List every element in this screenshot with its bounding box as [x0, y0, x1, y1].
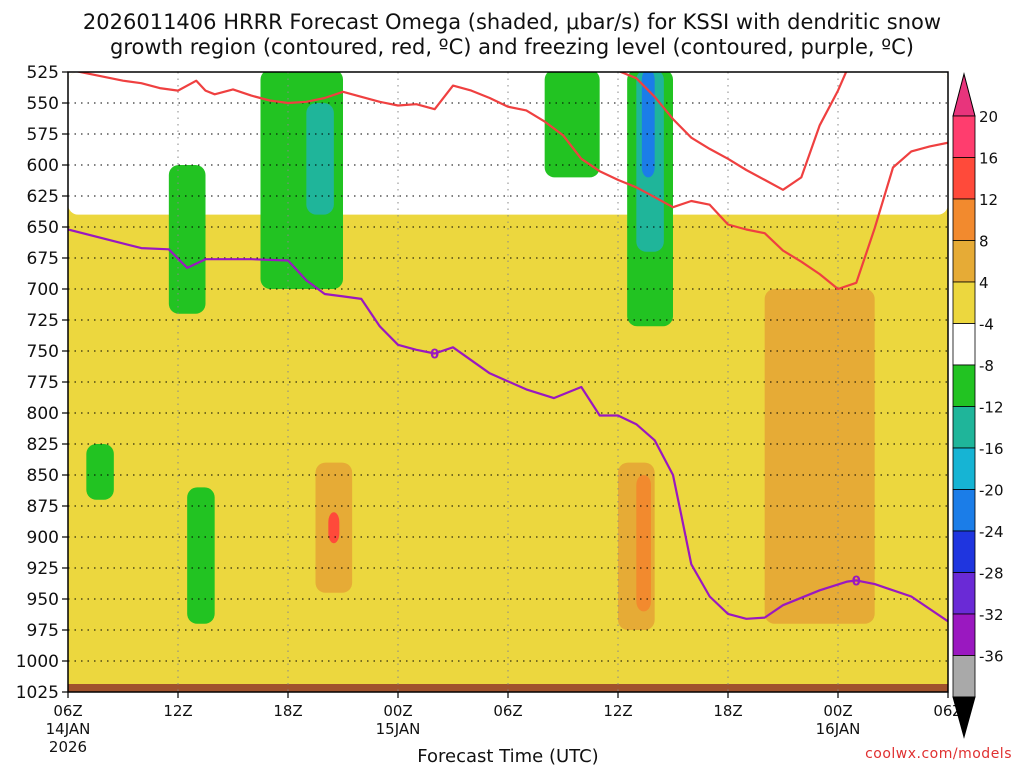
y-tick-label-8: 725 [27, 311, 59, 331]
colorbar-segment-2 [952, 198, 976, 241]
colorbar-label-3: 8 [979, 233, 989, 251]
colorbar-segment-5 [952, 323, 976, 366]
omega-region-10 [86, 444, 114, 500]
x-tick-label-7: 00Z [823, 702, 852, 720]
freezing-level-label-0: 0 [430, 347, 439, 362]
x-tick-label-6: 18Z [713, 702, 742, 720]
y-tick-label-12: 825 [27, 435, 59, 455]
freezing-level-label-1: 0 [852, 574, 861, 589]
x-tick-date-7: 16JAN [816, 720, 861, 738]
x-tick-label-1: 12Z [163, 702, 192, 720]
y-tick-label-15: 900 [27, 528, 59, 548]
colorbar-label-12: -32 [979, 606, 1004, 624]
colorbar-segment-7 [952, 406, 976, 449]
colorbar-segment-9 [952, 489, 976, 532]
colorbar-label-8: -16 [979, 440, 1004, 458]
y-tick-label-3: 600 [27, 156, 59, 176]
colorbar-label-13: -36 [979, 648, 1004, 666]
dgz-contour-upper [74, 72, 948, 291]
omega-region-4 [544, 72, 600, 178]
colorbar-segment-12 [952, 613, 976, 656]
y-tick-label-1: 550 [27, 94, 59, 114]
y-tick-label-9: 750 [27, 342, 59, 362]
colorbar-bottom-triangle [952, 696, 976, 739]
y-tick-label-2: 575 [27, 125, 59, 145]
colorbar-label-1: 16 [979, 150, 998, 168]
colorbar-label-2: 12 [979, 191, 998, 209]
y-axis: 525 550 575 600 625 650 675 700 725 750 775 800 825 8… [16, 63, 68, 703]
y-tick-label-13: 850 [27, 466, 59, 486]
colorbar-segment-1 [952, 157, 976, 200]
colorbar-segment-4 [952, 281, 976, 324]
contour-lines: 00 [68, 72, 948, 623]
terrain-ground [68, 684, 948, 692]
y-tick-label-5: 650 [27, 218, 59, 238]
colorbar-label-0: 20 [979, 108, 998, 126]
colorbar-segment-11 [952, 572, 976, 615]
colorbar-segment-0 [952, 115, 976, 158]
y-tick-label-11: 800 [27, 404, 59, 424]
colorbar-segment-6 [952, 364, 976, 407]
colorbar-label-11: -28 [979, 565, 1004, 583]
y-tick-label-6: 675 [27, 249, 59, 269]
x-tick-label-3: 00Z [383, 702, 412, 720]
y-tick-label-0: 525 [27, 63, 59, 83]
credit-text: coolwx.com/models [865, 746, 1012, 762]
y-tick-label-7: 700 [27, 280, 59, 300]
y-tick-label-14: 875 [27, 497, 59, 517]
colorbar-segment-8 [952, 447, 976, 490]
colorbar-segment-3 [952, 240, 976, 283]
y-tick-label-19: 1000 [16, 652, 59, 672]
x-tick-year-0: 2026 [49, 738, 87, 756]
y-tick-label-16: 925 [27, 559, 59, 579]
omega-region-11 [764, 289, 875, 624]
colorbar-label-4: 4 [979, 274, 989, 292]
chart-title-line2: growth region (contoured, red, ºC) and f… [110, 35, 914, 59]
omega-region-15 [328, 512, 340, 544]
y-tick-label-17: 950 [27, 590, 59, 610]
omega-region-13 [636, 475, 651, 612]
colorbar-label-7: -12 [979, 399, 1004, 417]
colorbar-segment-13 [952, 655, 976, 698]
y-tick-label-18: 975 [27, 621, 59, 641]
y-tick-label-4: 625 [27, 187, 59, 207]
x-tick-label-4: 06Z [493, 702, 522, 720]
x-tick-date-0: 14JAN [46, 720, 91, 738]
omega-region-8 [168, 165, 206, 314]
y-tick-label-20: 1025 [16, 683, 59, 703]
colorbar: 20 16 12 8 4 -4 -8 -12 -16 -20 -24 -28 -32 -36 [952, 72, 1004, 739]
x-tick-label-0: 06Z [53, 702, 82, 720]
omega-region-9 [187, 487, 215, 624]
freezing-level-line [68, 228, 948, 623]
omega-region-3 [306, 103, 334, 215]
colorbar-label-10: -24 [979, 523, 1004, 541]
colorbar-label-5: -4 [979, 316, 994, 334]
x-tick-date-3: 15JAN [376, 720, 421, 738]
omega-region-7 [641, 72, 655, 178]
colorbar-top-triangle [952, 72, 976, 117]
x-axis-label: Forecast Time (UTC) [417, 746, 598, 767]
y-tick-label-10: 775 [27, 373, 59, 393]
dgz-contour-lower [618, 72, 848, 191]
x-tick-label-2: 18Z [273, 702, 302, 720]
chart-title-line1: 2026011406 HRRR Forecast Omega (shaded, … [82, 10, 942, 34]
colorbar-label-6: -8 [979, 357, 994, 375]
x-tick-label-5: 12Z [603, 702, 632, 720]
colorbar-segment-10 [952, 530, 976, 573]
colorbar-label-9: -20 [979, 482, 1004, 500]
